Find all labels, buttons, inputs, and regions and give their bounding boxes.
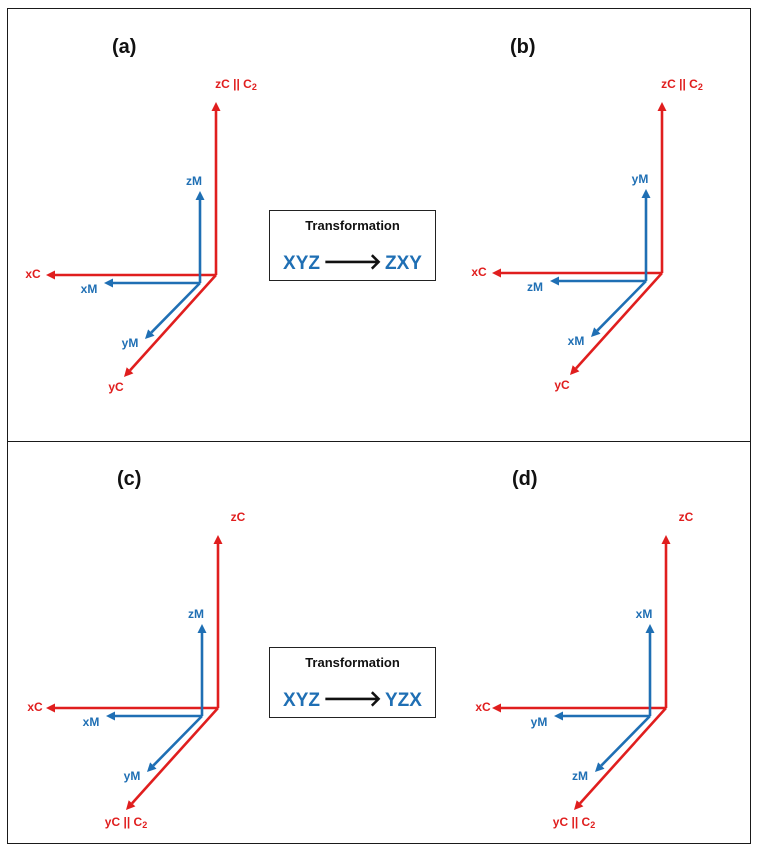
panel-b-crystal-z-axis [657, 102, 667, 273]
panel-b-molecular-diagonal-axis [591, 280, 647, 337]
panel-a-molecular-vertical-label: zM [186, 174, 202, 188]
panel-d-label: (d) [512, 468, 538, 490]
panel-b-molecular-vertical-axis [641, 189, 651, 281]
panel-a-molecular-horizontal-axis [104, 278, 200, 288]
panel-d-crystal-y-axis [574, 707, 667, 810]
panel-a-crystal-y-axis [124, 274, 217, 377]
panel-a-crystal-x-label: xC [25, 267, 41, 281]
panel-a-molecular-diagonal-axis [145, 282, 201, 339]
panel-b-crystal-x-label: xC [471, 265, 487, 279]
panel-a-crystal-x-axis [46, 270, 216, 280]
panel-c-crystal-x-axis [46, 703, 218, 713]
panel-c-molecular-horizontal-axis [106, 711, 202, 721]
transformation-title: Transformation [305, 218, 400, 233]
bottom-frame [7, 441, 751, 844]
panel-a-label: (a) [112, 36, 137, 58]
panel-b-crystal-z-label: zC || C2 [661, 77, 703, 92]
panel-a-molecular-vertical-axis [195, 191, 205, 283]
panel-c-crystal-z-axis [213, 535, 223, 708]
panel-b-molecular-diagonal-label: xM [568, 334, 585, 348]
panel-c-molecular-horizontal-label: xM [83, 715, 100, 729]
transformation-from: XYZ [283, 253, 320, 274]
panel-d-molecular-vertical-axis [645, 624, 655, 716]
panel-a-molecular-diagonal-label: yM [122, 336, 139, 350]
panel-d-crystal-y-label: yC || C2 [553, 815, 595, 830]
panel-d-molecular-vertical-label: xM [636, 607, 653, 621]
panel-d-crystal-z-axis [661, 535, 671, 708]
panel-b-crystal-y-axis [570, 272, 663, 375]
panel-b-label: (b) [510, 36, 536, 58]
panel-d-molecular-horizontal-axis [554, 711, 650, 721]
panel-b-molecular-vertical-label: yM [632, 172, 649, 186]
panel-b-molecular-horizontal-axis [550, 276, 646, 286]
panel-c-crystal-y-axis [126, 707, 219, 810]
panel-a-crystal-z-label: zC || C2 [215, 77, 257, 92]
panel-c-molecular-diagonal-label: yM [124, 769, 141, 783]
transformation-mapping: XYZ 🡒 ZXY [270, 249, 435, 275]
panel-b-crystal-x-axis [492, 268, 662, 278]
panel-b-crystal-y-label: yC [554, 378, 570, 392]
transformation-mapping: XYZ 🡒 YZX [270, 686, 435, 712]
transformation-box-top: Transformation XYZ 🡒 ZXY [269, 210, 436, 281]
panel-d-molecular-horizontal-label: yM [531, 715, 548, 729]
panel-c-crystal-y-label: yC || C2 [105, 815, 147, 830]
transformation-box-bottom: Transformation XYZ 🡒 YZX [269, 647, 436, 718]
panel-c-molecular-vertical-label: zM [188, 607, 204, 621]
panel-c-molecular-diagonal-axis [147, 715, 203, 772]
transformation-to: ZXY [385, 253, 422, 274]
panel-a-crystal-y-label: yC [108, 380, 124, 394]
panel-d-crystal-x-label: xC [475, 700, 491, 714]
panel-a-molecular-horizontal-label: xM [81, 282, 98, 296]
panel-b-molecular-horizontal-label: zM [527, 280, 543, 294]
panel-d-molecular-diagonal-axis [595, 715, 651, 772]
panel-d-molecular-diagonal-label: zM [572, 769, 588, 783]
panel-a-crystal-z-axis [211, 102, 221, 275]
transformation-title: Transformation [305, 655, 400, 670]
panel-d-crystal-x-axis [492, 703, 666, 713]
panel-c-crystal-x-label: xC [27, 700, 43, 714]
panel-c-molecular-vertical-axis [197, 624, 207, 716]
panel-c-label: (c) [117, 468, 142, 490]
panel-c-crystal-z-label: zC [231, 510, 246, 524]
right-arrow-icon: 🡒 [323, 249, 382, 274]
panel-d-crystal-z-label: zC [679, 510, 694, 524]
right-arrow-icon: 🡒 [323, 686, 382, 711]
transformation-to: YZX [385, 690, 422, 711]
transformation-from: XYZ [283, 690, 320, 711]
